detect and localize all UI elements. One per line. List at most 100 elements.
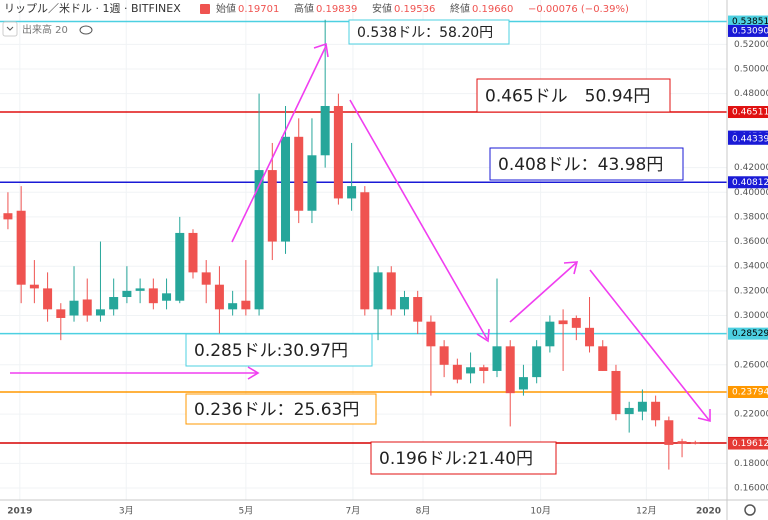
candle-body	[386, 272, 396, 310]
price-label: 0.44339	[732, 134, 768, 144]
y-tick-label: 0.16000	[734, 484, 768, 494]
x-tick-label: 2019	[7, 507, 32, 517]
annotation-text: 0.408ドル：43.98円	[498, 155, 663, 175]
y-tick-label: 0.18000	[734, 459, 768, 469]
ohlc-value: 0.19839	[316, 4, 357, 15]
candle-body	[82, 299, 92, 316]
change: −0.00076 (−0.39%)	[528, 4, 629, 15]
y-tick-label: 0.36000	[734, 237, 768, 247]
annotation-box	[185, 393, 377, 425]
x-tick-label: 7月	[346, 506, 361, 517]
candle-body	[201, 272, 211, 285]
annotations: 0.538ドル：58.20円 0.465ドル 50.94円 0.408ドル：43.9…	[185, 19, 684, 475]
price-label: 0.53090	[732, 26, 768, 36]
annotation-box	[476, 78, 671, 113]
arrows	[10, 42, 711, 423]
candle-body	[545, 321, 555, 347]
candle-body	[360, 192, 370, 310]
status-icon	[200, 4, 210, 14]
annotation-box	[489, 147, 684, 181]
y-tick-label: 0.34000	[734, 262, 768, 272]
candle-body	[373, 272, 383, 310]
arrow-head	[563, 261, 579, 275]
candle-body	[439, 346, 449, 365]
candle-body	[677, 441, 687, 444]
x-tick-label: 2020	[696, 507, 721, 517]
candle-body	[188, 232, 198, 273]
y-tick-label: 0.30000	[734, 311, 768, 321]
candle-body	[267, 170, 277, 242]
candle-body	[109, 297, 119, 310]
candle-body	[214, 284, 224, 310]
candle-body	[95, 309, 105, 316]
candle-body	[532, 346, 542, 378]
settings-icon[interactable]	[744, 504, 756, 516]
annotation-text: 0.538ドル：58.20円	[357, 25, 493, 41]
arrow-head	[247, 366, 260, 380]
candle-body	[690, 442, 700, 444]
ohlc: 始値 0.19701 高値 0.19839 安値 0.19536 終値 0.19660	[216, 2, 513, 15]
candle-body	[29, 284, 39, 289]
price-label: 0.28529	[732, 329, 768, 339]
candle-body	[637, 401, 647, 412]
y-tick-label: 0.42000	[734, 163, 768, 173]
candle-body	[294, 136, 304, 211]
y-tick-label: 0.38000	[734, 212, 768, 222]
candle-body	[479, 367, 489, 371]
arrow-head	[313, 42, 329, 58]
annotation-box	[185, 333, 373, 367]
price-label-box	[728, 24, 768, 37]
candle-body	[505, 346, 515, 394]
candle-body	[333, 105, 343, 199]
candle-body	[585, 327, 595, 347]
candle-body	[122, 290, 132, 298]
y-tick-label: 0.50000	[734, 65, 768, 75]
candle-body	[16, 210, 26, 285]
price-label: 0.53851	[732, 17, 768, 27]
arrow-head	[697, 409, 711, 423]
annotation-text: 0.196ドル:21.40円	[379, 449, 533, 469]
x-tick-label: 12月	[636, 506, 656, 517]
candle-body	[3, 213, 13, 220]
candle-body	[426, 321, 436, 347]
y-tick-label: 0.22000	[734, 410, 768, 420]
y-tick-label: 0.26000	[734, 360, 768, 370]
annotation-text: 0.236ドル：25.63円	[194, 400, 359, 420]
x-tick-label: 8月	[416, 506, 431, 517]
annotation-box	[370, 441, 557, 475]
candle-body	[466, 367, 476, 374]
price-label: 0.23794	[732, 387, 768, 397]
x-tick-label: 3月	[119, 506, 134, 517]
collapse-button[interactable]	[2, 21, 18, 37]
price-label-box	[728, 437, 768, 450]
candle-body	[320, 105, 330, 156]
candle-body	[162, 293, 172, 301]
candle-body	[558, 320, 568, 325]
candle-body	[69, 300, 79, 316]
price-label-box	[728, 132, 768, 145]
ohlc-label: 始値	[216, 2, 236, 15]
annotation-box	[348, 19, 510, 45]
candle-body	[399, 297, 409, 310]
y-tick-label: 0.48000	[734, 89, 768, 99]
ohlc-value: 0.19536	[394, 4, 435, 15]
price-label: 0.40812	[732, 178, 768, 188]
symbol: リップル／米ドル · 1週 · BITFINEX	[4, 2, 181, 15]
candle-body	[611, 370, 621, 415]
candle-body	[175, 232, 185, 301]
x-tick-label: 5月	[238, 506, 253, 517]
price-label-box	[728, 327, 768, 340]
price-label-box	[728, 15, 768, 28]
candle-body	[492, 346, 502, 371]
arrow	[349, 99, 488, 340]
ohlc-value: 0.19660	[472, 4, 513, 15]
x-tick-label: 10月	[530, 506, 550, 517]
candle-body	[43, 288, 53, 310]
arrow-head	[476, 328, 490, 343]
candle-body	[571, 317, 581, 328]
candle-body	[281, 136, 291, 242]
arrow	[509, 262, 577, 323]
eye-icon[interactable]	[79, 25, 93, 35]
price-label: 0.19612	[732, 439, 768, 449]
